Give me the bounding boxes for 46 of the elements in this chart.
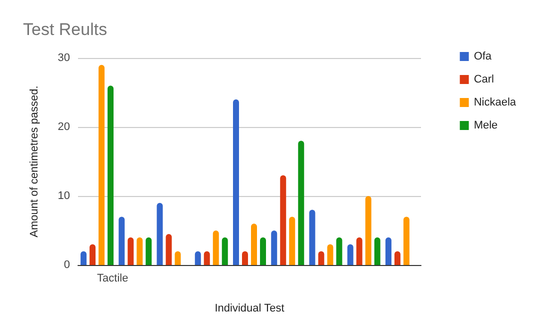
y-tick-label: 0 [64, 259, 70, 271]
bar [309, 210, 316, 265]
legend-label: Nickaela [474, 96, 517, 108]
y-tick-label: 30 [58, 52, 70, 64]
y-axis-title: Amount of centimetres passed. [28, 86, 40, 238]
bar [251, 224, 257, 265]
bar [212, 230, 219, 265]
bar [222, 237, 228, 265]
bar [394, 251, 400, 265]
bar [280, 175, 286, 265]
x-axis-title: Individual Test [214, 302, 284, 314]
bar [327, 244, 334, 265]
bar [385, 237, 392, 265]
bar [298, 140, 304, 265]
bar [90, 244, 96, 265]
bar [204, 251, 210, 265]
legend-label: Carl [474, 74, 494, 86]
bar [194, 251, 201, 265]
bar [156, 202, 163, 265]
bar [365, 196, 372, 265]
bar [146, 237, 152, 265]
bar [118, 216, 125, 265]
bar [233, 99, 239, 265]
bar [403, 216, 410, 265]
x-tick-label: Tactile [97, 272, 128, 284]
bar [108, 86, 114, 265]
y-tick-label: 10 [58, 190, 70, 202]
bar [260, 237, 266, 265]
bar [271, 230, 278, 265]
bar [136, 237, 143, 265]
bar [374, 237, 380, 265]
bar [336, 237, 342, 265]
bar [242, 251, 248, 265]
bar [174, 251, 181, 265]
bar [128, 237, 134, 265]
chart-title: Test Reults [23, 20, 108, 39]
bar [356, 237, 362, 265]
bar [98, 64, 105, 265]
bar [289, 216, 296, 265]
legend-label: Ofa [474, 50, 492, 62]
bar [166, 234, 172, 265]
legend-label: Mele [474, 120, 498, 132]
bar [80, 251, 87, 265]
bar [347, 244, 354, 265]
bar [318, 251, 324, 265]
y-tick-label: 20 [58, 121, 70, 133]
